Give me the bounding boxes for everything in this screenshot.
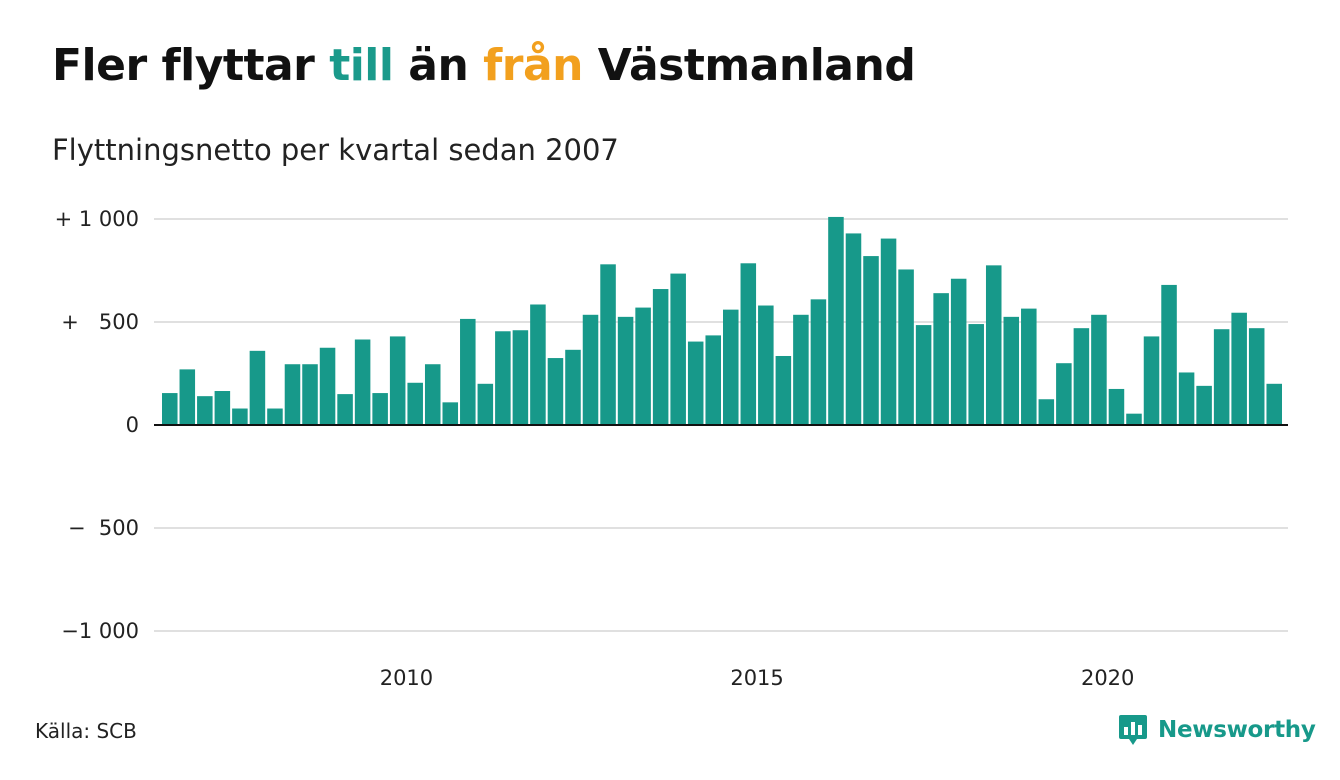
bar	[214, 391, 231, 425]
bar	[1196, 385, 1212, 425]
bar	[547, 358, 564, 425]
bar	[512, 330, 529, 425]
bar	[302, 364, 318, 425]
bar	[1056, 363, 1072, 425]
bar	[985, 265, 1002, 425]
bar	[828, 216, 844, 425]
bar	[775, 355, 792, 425]
newsworthy-logo-icon	[1119, 715, 1147, 745]
y-tick-label: + 1 000	[55, 207, 139, 231]
bar	[705, 335, 721, 425]
bar	[863, 256, 879, 425]
bar	[1021, 308, 1037, 425]
bar	[495, 331, 511, 425]
y-tick-label: 0	[126, 413, 139, 437]
chart-title: Fler flyttar till än från Västmanland	[52, 40, 916, 91]
title-highlight-till: till	[329, 40, 394, 91]
bar	[424, 364, 441, 425]
bar	[407, 382, 423, 425]
bar	[687, 341, 704, 425]
bar	[319, 347, 336, 425]
bar	[723, 309, 739, 425]
bar	[1213, 329, 1230, 425]
bar	[617, 316, 634, 425]
title-part-3: Västmanland	[582, 40, 916, 91]
bar	[460, 318, 476, 425]
y-tick-label: + 500	[61, 310, 139, 334]
bar	[565, 349, 581, 425]
brand-name: Newsworthy	[1158, 717, 1316, 743]
bar	[337, 394, 353, 425]
title-part-1: Fler flyttar	[52, 40, 330, 91]
source-label: Källa: SCB	[35, 719, 137, 743]
bar	[372, 393, 388, 425]
bar	[389, 336, 406, 425]
bar	[950, 278, 967, 425]
bar	[635, 307, 651, 425]
x-tick-label: 2015	[730, 666, 783, 690]
bar	[1038, 399, 1055, 425]
bar	[162, 393, 178, 425]
bar	[740, 263, 757, 425]
y-tick-label: − 500	[68, 516, 139, 540]
bar	[284, 364, 301, 425]
bar	[652, 289, 669, 425]
bar	[232, 408, 248, 425]
bar	[600, 264, 616, 425]
bar	[793, 314, 809, 425]
bar	[477, 383, 494, 425]
bar	[1231, 312, 1247, 425]
bar	[845, 233, 862, 425]
bar	[1091, 314, 1107, 425]
bar	[1073, 328, 1090, 425]
bar	[267, 408, 283, 425]
bar	[582, 314, 599, 425]
bar	[915, 325, 932, 425]
chart-subtitle: Flyttningsnetto per kvartal sedan 2007	[52, 133, 619, 167]
bar	[354, 339, 371, 425]
bar	[880, 238, 897, 425]
bar	[179, 369, 196, 425]
bar	[1178, 372, 1195, 425]
bar	[1126, 413, 1142, 425]
bar	[1108, 388, 1125, 425]
bar	[442, 402, 459, 425]
bar	[1266, 383, 1282, 425]
bar	[249, 350, 266, 425]
title-highlight-fran: från	[483, 40, 583, 91]
bar	[968, 324, 984, 425]
brand-logo: Newsworthy	[1118, 713, 1316, 747]
bar	[810, 299, 827, 425]
x-tick-label: 2020	[1081, 666, 1134, 690]
bar	[197, 396, 213, 425]
bar-chart: + 1 000 + 500 0 − 500 −1 000 2010 2015 2020	[55, 207, 1288, 690]
title-part-2: än	[393, 40, 484, 91]
x-tick-label: 2010	[380, 666, 433, 690]
bar	[758, 305, 774, 425]
y-tick-label: −1 000	[61, 619, 139, 643]
bar	[933, 293, 949, 425]
bar	[530, 304, 546, 425]
bar	[1003, 316, 1020, 425]
bar	[1248, 328, 1265, 425]
bar	[898, 269, 914, 425]
bar	[1161, 284, 1177, 425]
bar	[670, 273, 686, 425]
bar	[1143, 336, 1160, 425]
